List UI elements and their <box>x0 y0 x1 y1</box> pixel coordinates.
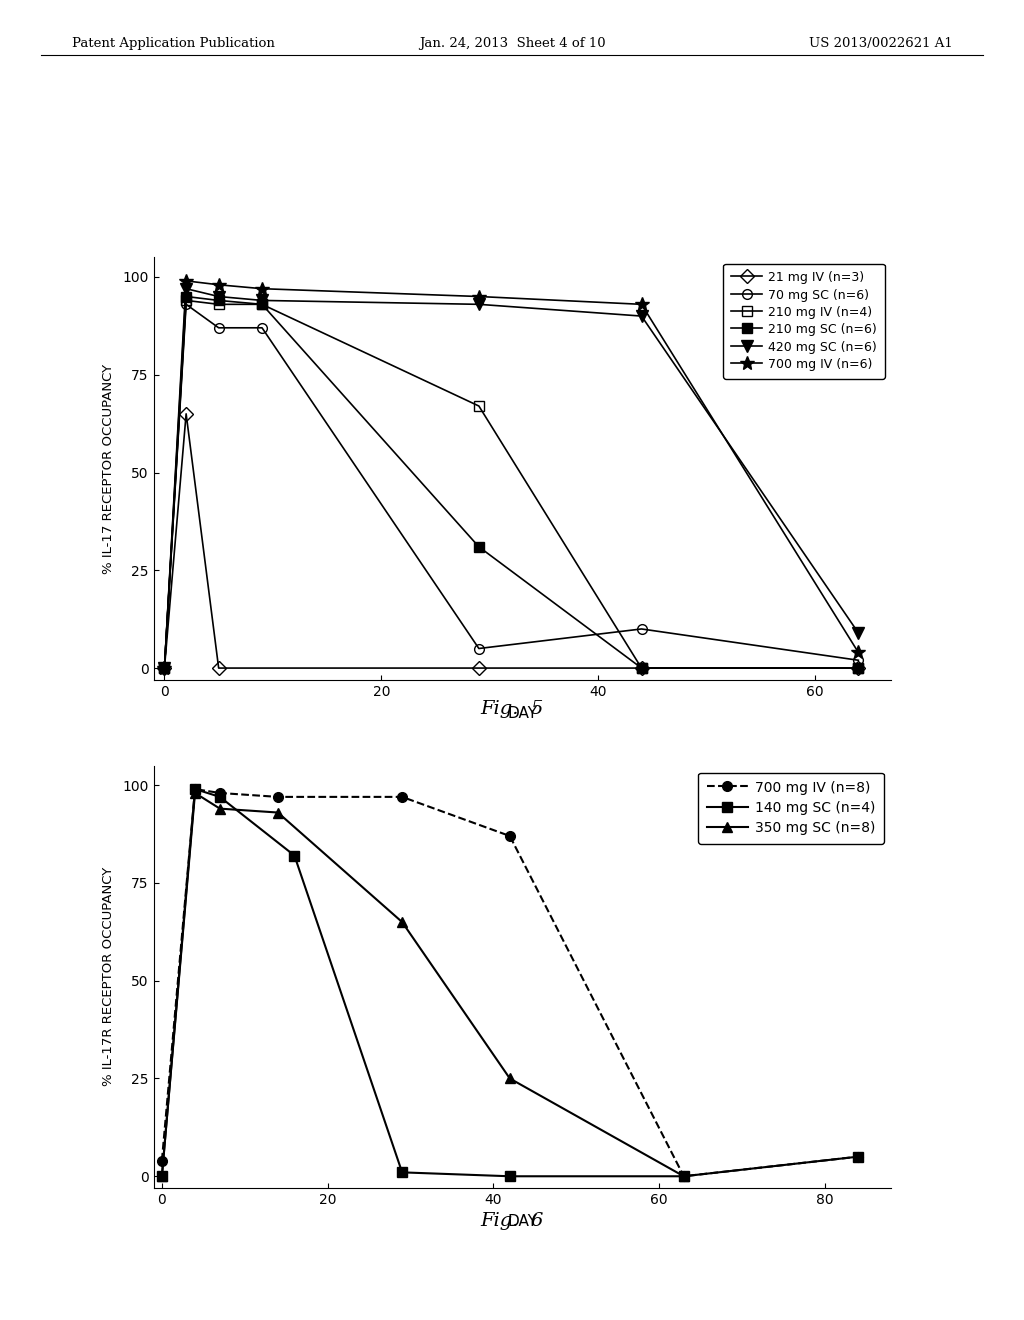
210 mg SC (n=6) <box>473 539 485 554</box>
350 mg SC (n=8) <box>504 1071 516 1086</box>
700 mg IV (n=8) <box>396 789 409 805</box>
420 mg SC (n=6) <box>473 297 485 313</box>
Y-axis label: % IL-17 RECEPTOR OCCUPANCY: % IL-17 RECEPTOR OCCUPANCY <box>102 363 116 574</box>
140 mg SC (n=4) <box>396 1164 409 1180</box>
420 mg SC (n=6) <box>852 624 864 640</box>
420 mg SC (n=6) <box>256 293 268 309</box>
Text: Fig.  6: Fig. 6 <box>480 1212 544 1230</box>
420 mg SC (n=6) <box>180 281 193 297</box>
210 mg SC (n=6) <box>213 293 225 309</box>
350 mg SC (n=8) <box>396 915 409 931</box>
700 mg IV (n=6) <box>635 297 647 313</box>
210 mg IV (n=4) <box>213 297 225 313</box>
140 mg SC (n=4) <box>678 1168 690 1184</box>
700 mg IV (n=6) <box>180 273 193 289</box>
70 mg SC (n=6) <box>852 652 864 668</box>
Text: Jan. 24, 2013  Sheet 4 of 10: Jan. 24, 2013 Sheet 4 of 10 <box>419 37 605 50</box>
Y-axis label: % IL-17R RECEPTOR OCCUPANCY: % IL-17R RECEPTOR OCCUPANCY <box>102 867 116 1086</box>
70 mg SC (n=6) <box>180 297 193 313</box>
140 mg SC (n=4) <box>188 781 201 797</box>
700 mg IV (n=6) <box>473 289 485 305</box>
Text: US 2013/0022621 A1: US 2013/0022621 A1 <box>809 37 952 50</box>
210 mg IV (n=4) <box>256 297 268 313</box>
Line: 70 mg SC (n=6): 70 mg SC (n=6) <box>160 300 863 673</box>
140 mg SC (n=4) <box>289 847 301 863</box>
210 mg SC (n=6) <box>635 660 647 676</box>
140 mg SC (n=4) <box>156 1168 168 1184</box>
Line: 210 mg IV (n=4): 210 mg IV (n=4) <box>160 296 863 673</box>
210 mg IV (n=4) <box>180 293 193 309</box>
350 mg SC (n=8) <box>214 801 226 817</box>
210 mg IV (n=4) <box>852 660 864 676</box>
210 mg SC (n=6) <box>852 660 864 676</box>
70 mg SC (n=6) <box>473 640 485 656</box>
700 mg IV (n=8) <box>214 785 226 801</box>
210 mg SC (n=6) <box>159 660 171 676</box>
Legend: 21 mg IV (n=3), 70 mg SC (n=6), 210 mg IV (n=4), 210 mg SC (n=6), 420 mg SC (n=6: 21 mg IV (n=3), 70 mg SC (n=6), 210 mg I… <box>723 264 885 379</box>
Line: 140 mg SC (n=4): 140 mg SC (n=4) <box>157 784 862 1181</box>
70 mg SC (n=6) <box>213 319 225 335</box>
700 mg IV (n=8) <box>678 1168 690 1184</box>
70 mg SC (n=6) <box>159 660 171 676</box>
350 mg SC (n=8) <box>271 805 284 821</box>
420 mg SC (n=6) <box>159 660 171 676</box>
X-axis label: DAY: DAY <box>507 706 538 721</box>
420 mg SC (n=6) <box>213 289 225 305</box>
140 mg SC (n=4) <box>852 1148 864 1164</box>
210 mg SC (n=6) <box>180 289 193 305</box>
700 mg IV (n=6) <box>852 644 864 660</box>
350 mg SC (n=8) <box>156 1168 168 1184</box>
700 mg IV (n=8) <box>852 1148 864 1164</box>
21 mg IV (n=3) <box>180 407 193 422</box>
420 mg SC (n=6) <box>635 308 647 323</box>
Line: 420 mg SC (n=6): 420 mg SC (n=6) <box>159 282 864 673</box>
Line: 700 mg IV (n=6): 700 mg IV (n=6) <box>158 275 865 675</box>
Text: Patent Application Publication: Patent Application Publication <box>72 37 274 50</box>
700 mg IV (n=6) <box>256 281 268 297</box>
700 mg IV (n=8) <box>504 828 516 843</box>
140 mg SC (n=4) <box>504 1168 516 1184</box>
21 mg IV (n=3) <box>852 660 864 676</box>
700 mg IV (n=6) <box>213 277 225 293</box>
21 mg IV (n=3) <box>473 660 485 676</box>
Line: 700 mg IV (n=8): 700 mg IV (n=8) <box>157 784 862 1181</box>
350 mg SC (n=8) <box>188 785 201 801</box>
210 mg SC (n=6) <box>256 297 268 313</box>
70 mg SC (n=6) <box>635 620 647 636</box>
70 mg SC (n=6) <box>256 319 268 335</box>
700 mg IV (n=8) <box>156 1152 168 1168</box>
X-axis label: DAY: DAY <box>507 1214 538 1229</box>
700 mg IV (n=8) <box>188 781 201 797</box>
Legend: 700 mg IV (n=8), 140 mg SC (n=4), 350 mg SC (n=8): 700 mg IV (n=8), 140 mg SC (n=4), 350 mg… <box>698 772 884 843</box>
210 mg IV (n=4) <box>473 399 485 414</box>
Line: 350 mg SC (n=8): 350 mg SC (n=8) <box>157 788 688 1181</box>
210 mg IV (n=4) <box>635 660 647 676</box>
Text: Fig.  5: Fig. 5 <box>480 700 544 718</box>
Line: 210 mg SC (n=6): 210 mg SC (n=6) <box>160 292 863 673</box>
140 mg SC (n=4) <box>214 789 226 805</box>
Line: 21 mg IV (n=3): 21 mg IV (n=3) <box>160 409 863 673</box>
21 mg IV (n=3) <box>159 660 171 676</box>
350 mg SC (n=8) <box>678 1168 690 1184</box>
21 mg IV (n=3) <box>635 660 647 676</box>
210 mg IV (n=4) <box>159 660 171 676</box>
700 mg IV (n=8) <box>271 789 284 805</box>
700 mg IV (n=6) <box>159 660 171 676</box>
21 mg IV (n=3) <box>213 660 225 676</box>
